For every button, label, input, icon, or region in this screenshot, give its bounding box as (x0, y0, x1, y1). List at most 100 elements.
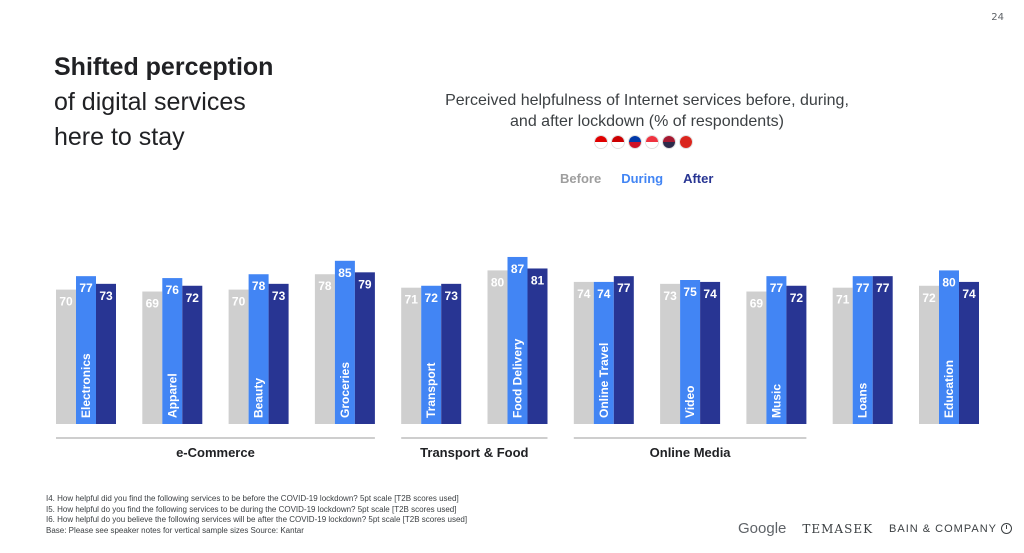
tick-label-transport: Transport (424, 363, 438, 418)
malaysia-flag-icon (611, 135, 625, 149)
bar-video-during (680, 280, 701, 424)
partner-logos: Google TEMASEK BAIN & COMPANY (738, 520, 1012, 537)
bar-loans-during (852, 276, 873, 424)
chart-title: Perceived helpfulness of Internet servic… (407, 90, 887, 132)
thailand-flag-icon (662, 135, 676, 149)
legend-after: After (683, 171, 714, 186)
data-label-online-travel-before: 74 (577, 287, 591, 301)
data-label-electronics-before: 70 (59, 295, 73, 309)
bar-apparel-after (182, 285, 203, 424)
data-label-education-during: 80 (942, 275, 956, 289)
data-label-education-before: 72 (922, 291, 936, 305)
data-label-beauty-during: 78 (252, 279, 266, 293)
bar-education-during (939, 270, 959, 424)
vietnam-flag-icon (679, 135, 693, 149)
group-label-e-commerce: e-Commerce (176, 445, 255, 460)
google-logo: Google (738, 520, 787, 537)
data-label-transport-before: 71 (405, 293, 419, 307)
data-label-apparel-before: 69 (146, 297, 160, 311)
legend-during: During (621, 171, 664, 186)
bar-loans-after (872, 276, 893, 424)
tick-label-music: Music (769, 384, 783, 418)
group-label-transport-food: Transport & Food (420, 445, 528, 460)
footnotes: I4. How helpful did you find the followi… (46, 494, 467, 536)
bar-groceries-after (354, 272, 375, 424)
data-label-electronics-during: 77 (79, 281, 93, 295)
data-label-electronics-after: 73 (99, 289, 113, 303)
data-label-food-delivery-before: 80 (491, 275, 505, 289)
data-label-groceries-after: 79 (358, 277, 372, 291)
bar-music-before (746, 291, 767, 424)
singapore-flag-icon (645, 135, 659, 149)
chart-title-line-2: and after lockdown (% of respondents) (510, 113, 784, 130)
footnote-2: I5. How helpful do you find the followin… (46, 504, 457, 514)
bar-education-after (959, 281, 979, 424)
bar-video-after (700, 281, 721, 424)
tick-label-food-delivery: Food Delivery (511, 338, 525, 418)
bar-food-delivery-after (527, 268, 548, 424)
tick-label-apparel: Apparel (165, 373, 179, 418)
bar-music-after (786, 285, 807, 424)
data-label-online-travel-during: 74 (597, 287, 611, 301)
bar-groceries-before (314, 274, 335, 424)
data-label-beauty-before: 70 (232, 295, 246, 309)
country-flags (594, 135, 693, 149)
data-label-loans-before: 71 (836, 293, 850, 307)
data-label-apparel-during: 76 (166, 283, 180, 297)
data-label-music-before: 69 (750, 297, 764, 311)
tick-label-loans: Loans (856, 382, 870, 418)
chart-title-line-1: Perceived helpfulness of Internet servic… (445, 92, 849, 109)
bar-beauty-during (248, 274, 269, 424)
temasek-logo: TEMASEK (802, 521, 874, 536)
tick-label-electronics: Electronics (79, 353, 93, 418)
data-label-transport-during: 72 (425, 291, 439, 305)
headline-line-3: here to stay (54, 123, 185, 151)
bar-groceries-during (334, 260, 355, 424)
page-number: 24 (991, 12, 1004, 23)
data-label-music-after: 72 (790, 291, 804, 305)
data-label-food-delivery-after: 81 (531, 273, 545, 287)
bain-mark-icon (1000, 523, 1012, 534)
data-label-food-delivery-during: 87 (511, 262, 525, 276)
bar-music-during (766, 276, 787, 424)
bar-beauty-after (268, 283, 289, 424)
bar-online-travel-after (613, 276, 634, 424)
bar-education-before (919, 285, 939, 424)
group-label-online-media: Online Media (650, 445, 732, 460)
headline-line-2: of digital services (54, 88, 246, 116)
data-label-music-during: 77 (770, 281, 784, 295)
tick-label-online-travel: Online Travel (597, 343, 611, 418)
bar-food-delivery-before (487, 270, 508, 424)
data-label-video-before: 73 (663, 289, 677, 303)
data-label-video-during: 75 (683, 285, 697, 299)
bar-food-delivery-during (507, 256, 528, 424)
bar-apparel-during (162, 278, 183, 424)
tick-label-video: Video (683, 386, 697, 418)
bain-logo-text: BAIN & COMPANY (889, 522, 997, 535)
footnote-1: I4. How helpful did you find the followi… (46, 494, 459, 503)
bar-beauty-before (228, 289, 249, 424)
headline-bold: Shifted perception (54, 53, 274, 81)
bar-electronics-before (56, 289, 76, 424)
bain-logo: BAIN & COMPANY (889, 523, 1012, 535)
data-label-online-travel-after: 77 (617, 281, 631, 295)
bar-video-before (660, 283, 681, 424)
data-label-education-after: 74 (962, 287, 976, 301)
legend: Before During After (560, 171, 713, 186)
data-label-apparel-after: 72 (186, 291, 200, 305)
data-label-loans-after: 77 (876, 281, 890, 295)
data-label-groceries-before: 78 (318, 279, 332, 293)
philippines-flag-icon (628, 135, 642, 149)
indonesia-flag-icon (594, 135, 608, 149)
bar-electronics-during (76, 276, 96, 424)
bar-transport-before (401, 287, 422, 424)
bar-apparel-before (142, 291, 163, 424)
bar-electronics-after (96, 283, 116, 424)
tick-label-education: Education (942, 360, 956, 418)
bar-online-travel-during (593, 281, 614, 424)
data-label-video-after: 74 (703, 287, 717, 301)
bar-transport-during (421, 285, 442, 424)
bar-online-travel-before (573, 281, 594, 424)
footnote-3: I6. How helpful do you believe the follo… (46, 515, 468, 524)
